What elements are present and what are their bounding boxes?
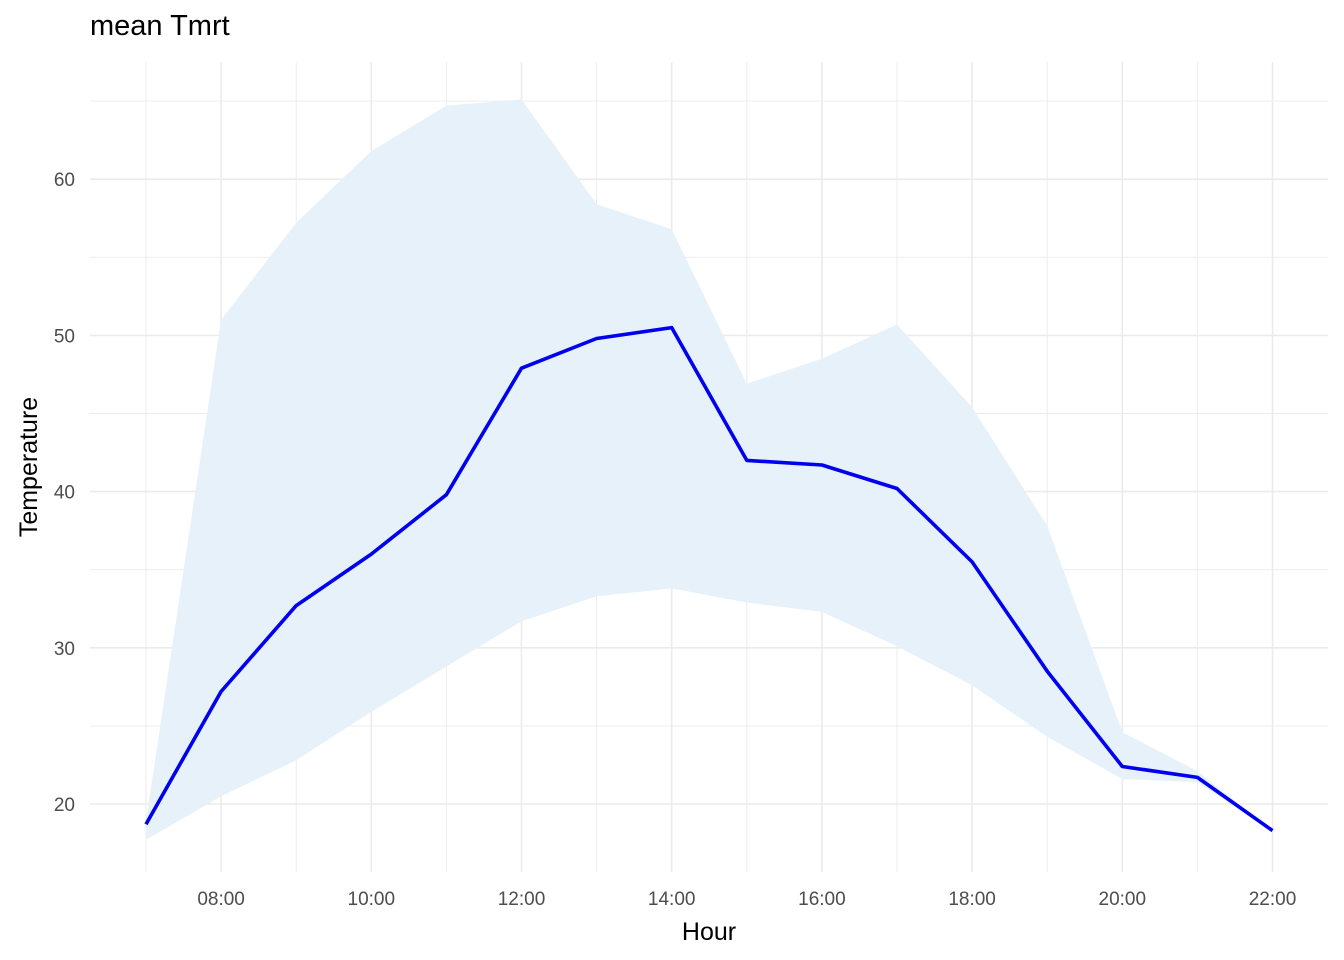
- y-axis-ticks: 20 30 40 50 60: [54, 170, 75, 816]
- x-tick-label: 14:00: [648, 889, 696, 910]
- x-axis-title: Hour: [682, 918, 736, 946]
- chart-title: mean Tmrt: [90, 10, 230, 42]
- x-tick-label: 16:00: [798, 889, 846, 910]
- y-tick-label: 60: [54, 170, 75, 191]
- x-tick-label: 20:00: [1099, 889, 1147, 910]
- x-tick-label: 18:00: [948, 889, 996, 910]
- series-line: [144, 325, 1274, 833]
- y-tick-label: 20: [54, 795, 75, 816]
- x-tick-label: 08:00: [197, 889, 245, 910]
- y-tick-label: 50: [54, 326, 75, 347]
- y-tick-label: 30: [54, 639, 75, 660]
- x-tick-label: 22:00: [1249, 889, 1297, 910]
- x-tick-label: 10:00: [348, 889, 396, 910]
- confidence-ribbon: [146, 99, 1273, 840]
- y-tick-label: 40: [54, 483, 75, 504]
- x-axis-ticks: 08:00 10:00 12:00 14:00 16:00 18:00 20:00 22:00: [197, 889, 1296, 910]
- y-axis-title: Temperature: [15, 397, 43, 537]
- x-tick-label: 12:00: [498, 889, 546, 910]
